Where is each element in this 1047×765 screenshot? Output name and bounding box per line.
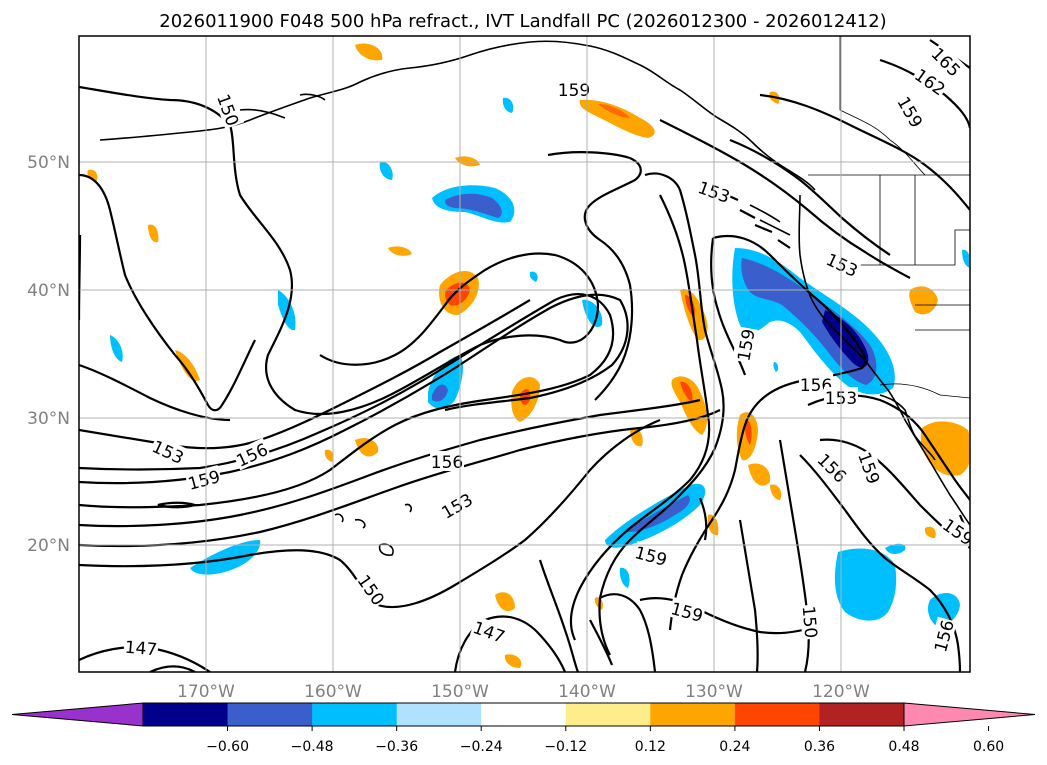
- political-boundaries: [808, 36, 970, 399]
- coastlines: [99, 40, 970, 556]
- colorbar-extend-high: [903, 702, 1036, 727]
- coastline-west-america: [798, 194, 970, 526]
- contour-153-coast: [659, 119, 911, 279]
- contour-label-text: 147: [124, 638, 158, 661]
- contour-label-text: 150: [798, 605, 821, 639]
- colorbar-tick-label: 0.48: [888, 739, 919, 755]
- colorbar-tick-label: −0.36: [375, 739, 418, 755]
- colorbar-tick-label: −0.48: [291, 739, 334, 755]
- colorbar-tick-label: 0.36: [804, 739, 835, 755]
- lon-label-120w: 120°W: [812, 682, 870, 702]
- latitude-labels: 50°N 40°N 30°N 20°N: [27, 153, 70, 556]
- lon-label-150w: 150°W: [431, 682, 489, 702]
- colorbar-segment: [734, 703, 820, 726]
- colorbar-tick-labels: −0.60 −0.48 −0.36 −0.24 −0.12 0.12 0.24 0.36 0.4…: [206, 726, 1004, 755]
- contour-label: 159: [853, 448, 886, 488]
- contour-label: 159: [668, 596, 707, 627]
- colorbar-tick-label: 0.60: [973, 739, 1004, 755]
- contour-159-trough: [547, 151, 642, 401]
- colorbar-segment: [650, 703, 736, 726]
- longitude-labels: 170°W 160°W 150°W 140°W 130°W 120°W: [177, 682, 870, 702]
- colorbar-outline: [142, 702, 905, 727]
- lon-label-170w: 170°W: [177, 682, 235, 702]
- height-contours: [79, 39, 970, 672]
- contour-147-west: [79, 173, 256, 412]
- colorbar-tick-label: −0.24: [460, 739, 503, 755]
- colorbar-segment: [481, 703, 567, 726]
- colorbar-segment: [312, 703, 398, 726]
- colorbar-extend-low: [11, 702, 144, 727]
- lon-label-130w: 130°W: [685, 682, 743, 702]
- colorbar-tick-label: 0.24: [719, 739, 750, 755]
- lon-label-140w: 140°W: [558, 682, 616, 702]
- lat-label-50n: 50°N: [27, 153, 70, 173]
- lon-label-160w: 160°W: [304, 682, 362, 702]
- figure-title: 2026011900 F048 500 hPa refract., IVT La…: [159, 11, 886, 32]
- colorbar-tick-label: 0.12: [635, 739, 666, 755]
- coastline-alaska: [99, 40, 816, 191]
- contour-label-text: 159: [558, 81, 590, 101]
- lat-label-40n: 40°N: [27, 281, 70, 301]
- contour-150-north: [79, 85, 600, 416]
- contour-label: 159: [557, 79, 591, 101]
- colorbar-tick-label: −0.60: [206, 739, 249, 755]
- colorbar-tick-label: −0.12: [544, 739, 587, 755]
- contour-label: 150: [798, 604, 823, 640]
- colorbar-segment: [396, 703, 482, 726]
- lat-label-30n: 30°N: [27, 409, 70, 429]
- contour-label: 156: [430, 451, 464, 473]
- colorbar-segment: [565, 703, 651, 726]
- colorbar-segment: [143, 703, 229, 726]
- colorbar-segment: [819, 703, 905, 726]
- map-frame: [78, 35, 971, 673]
- gridlines: [79, 36, 970, 672]
- colorbar: [11, 702, 1036, 727]
- lat-label-20n: 20°N: [27, 536, 70, 556]
- colorbar-segment: [227, 703, 313, 726]
- contour-label-text: 156: [431, 453, 463, 473]
- contour-label: 147: [123, 635, 159, 661]
